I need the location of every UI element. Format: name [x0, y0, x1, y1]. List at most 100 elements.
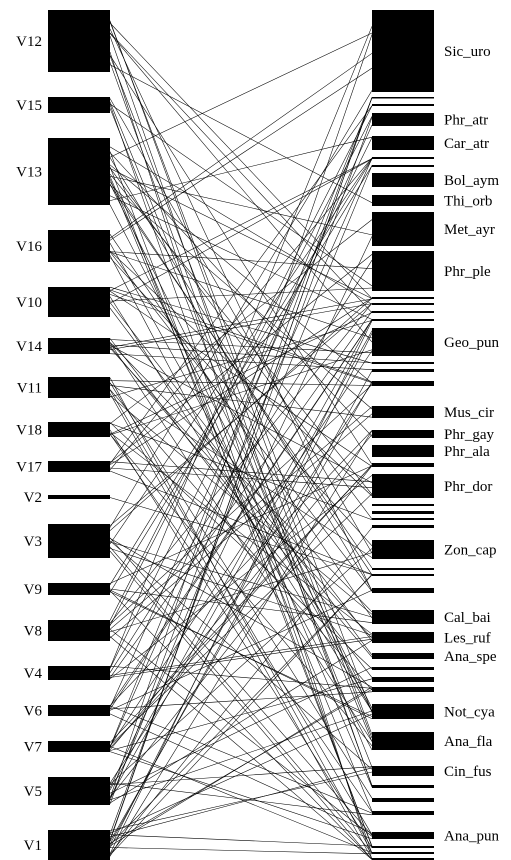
interaction-line	[109, 346, 373, 658]
interaction-line	[109, 465, 373, 584]
interaction-line	[109, 389, 373, 835]
right-node-box	[372, 785, 434, 788]
right-node-box	[372, 832, 434, 839]
interaction-line	[109, 347, 373, 639]
left-node-label: V14	[16, 339, 42, 355]
interaction-line	[109, 184, 373, 569]
interaction-line	[109, 167, 373, 520]
interaction-line	[109, 330, 373, 798]
interaction-line	[109, 151, 373, 848]
interaction-line	[109, 342, 373, 742]
left-node-box	[48, 10, 110, 72]
interaction-line	[109, 319, 373, 710]
interaction-line	[109, 97, 373, 748]
interaction-line	[109, 746, 373, 854]
interaction-line	[109, 97, 373, 840]
right-node-box	[372, 667, 434, 670]
interaction-line	[109, 254, 373, 463]
interaction-line	[109, 464, 373, 749]
interaction-line	[109, 847, 373, 855]
interaction-line	[109, 413, 373, 639]
interaction-line	[109, 475, 373, 680]
interaction-line	[109, 35, 373, 787]
interaction-line	[109, 628, 373, 837]
right-node-box	[372, 518, 434, 520]
right-node-box	[372, 474, 434, 498]
right-node-box	[372, 687, 434, 692]
interaction-line	[109, 219, 373, 425]
left-node-box	[48, 287, 110, 317]
right-node-box	[372, 511, 434, 514]
right-node-label: Thi_orb	[444, 194, 492, 210]
right-node-label: Ana_spe	[444, 649, 497, 665]
interaction-line	[109, 548, 373, 636]
interaction-line	[109, 383, 373, 558]
interaction-line	[109, 158, 373, 585]
left-node-label: V15	[16, 98, 42, 114]
left-node-box	[48, 97, 110, 113]
interaction-line	[109, 384, 373, 625]
interaction-line	[109, 345, 373, 484]
right-node-box	[372, 463, 434, 467]
left-node-label: V5	[24, 784, 42, 800]
interaction-line	[109, 782, 373, 816]
right-node-box	[372, 369, 434, 372]
interaction-lines	[109, 20, 373, 860]
interaction-line	[109, 236, 373, 789]
interaction-line	[109, 834, 373, 847]
interaction-line	[109, 406, 373, 630]
left-node-box	[48, 741, 110, 752]
right-node-box	[372, 632, 434, 643]
interaction-line	[109, 33, 373, 343]
interaction-line	[109, 117, 373, 835]
interaction-line	[109, 591, 373, 717]
interaction-line	[109, 303, 373, 624]
right-node-box	[372, 858, 434, 860]
interaction-line	[109, 166, 373, 847]
right-node-box	[372, 653, 434, 659]
interaction-line	[109, 303, 373, 350]
interaction-line	[109, 541, 373, 618]
interaction-line	[109, 251, 373, 269]
interaction-line	[109, 312, 373, 435]
interaction-line	[109, 287, 373, 302]
right-node-box	[372, 104, 434, 106]
right-node-box	[372, 574, 434, 576]
right-node-box	[372, 732, 434, 750]
interaction-line	[109, 184, 373, 410]
right-node-label: Cin_fus	[444, 764, 492, 780]
interaction-line	[109, 157, 373, 471]
right-node-label: Car_atr	[444, 136, 489, 152]
right-node-box	[372, 677, 434, 682]
left-node-label: V7	[24, 740, 43, 756]
right-node-label: Phr_atr	[444, 113, 488, 129]
interaction-line	[109, 422, 373, 670]
interaction-line	[109, 666, 373, 794]
interaction-line	[109, 429, 373, 848]
interaction-line	[109, 691, 373, 710]
right-node-box	[372, 303, 434, 305]
left-node-label: V9	[24, 582, 42, 598]
right-node-label: Mus_cir	[444, 405, 494, 421]
interaction-line	[109, 168, 373, 299]
right-node-box	[372, 319, 434, 321]
interaction-line	[109, 636, 373, 860]
interaction-line	[109, 320, 373, 854]
interaction-line	[109, 297, 373, 466]
interaction-line	[109, 389, 373, 691]
left-node-box	[48, 705, 110, 716]
interaction-line	[109, 195, 373, 320]
left-node-label: V10	[16, 295, 42, 311]
interaction-line	[109, 157, 373, 591]
interaction-line	[109, 26, 373, 669]
right-nodes: Sic_uro Phr_atr Car_atr Bol_aym Thi_orb Met_a…	[372, 10, 499, 860]
right-node-box	[372, 173, 434, 187]
interaction-line	[109, 158, 373, 748]
interaction-line	[109, 590, 373, 860]
interaction-line	[109, 307, 373, 656]
interaction-line	[109, 97, 373, 804]
left-node-label: V13	[16, 165, 42, 181]
interaction-line	[109, 32, 373, 313]
right-node-box	[372, 195, 434, 206]
left-node-label: V17	[16, 460, 42, 476]
